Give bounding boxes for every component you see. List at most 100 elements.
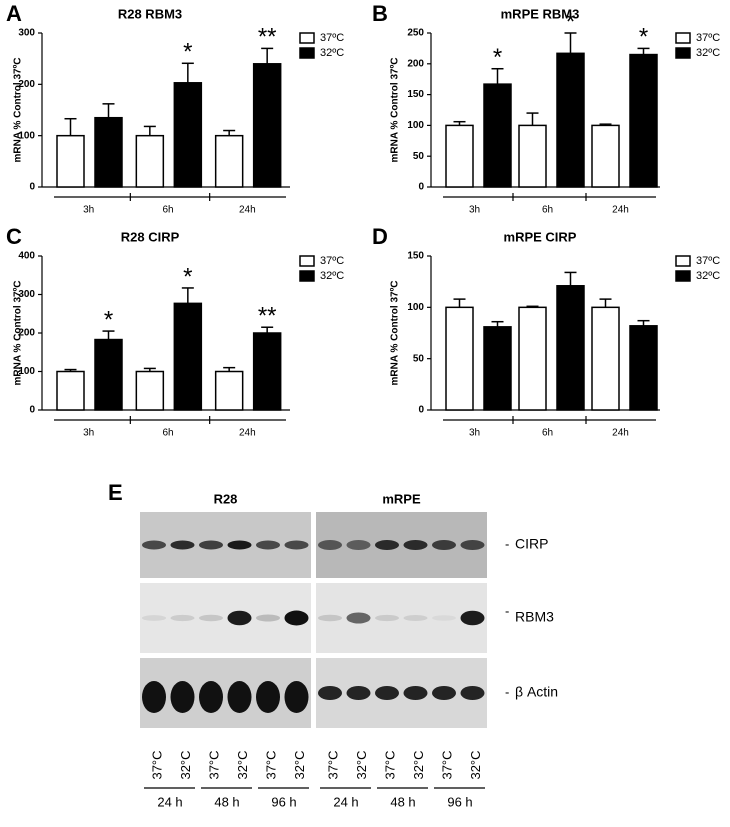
- chart-title: R28 RBM3: [118, 6, 182, 21]
- lane-label: 32°C: [178, 750, 193, 779]
- legend-swatch: [299, 270, 315, 282]
- blot-group-label: R28: [214, 491, 238, 506]
- y-axis-label: mRNA % Control 37ºC: [13, 281, 24, 386]
- y-tick-label: 0: [418, 182, 424, 193]
- time-label: 48 h: [214, 794, 239, 809]
- blot-band: [403, 686, 428, 700]
- bar: [173, 302, 203, 411]
- y-tick-label: 0: [418, 405, 424, 416]
- bar: [591, 124, 620, 188]
- y-tick-label: 300: [18, 28, 35, 39]
- x-tick-label: 24h: [612, 428, 629, 439]
- lane-label: 37°C: [206, 750, 221, 779]
- bar: [591, 306, 620, 411]
- bar: [135, 370, 165, 411]
- blot-band: [142, 540, 166, 550]
- blot-band: [346, 612, 371, 624]
- y-tick-label: 400: [18, 251, 35, 262]
- x-tick-label: 24h: [239, 205, 256, 216]
- blot-band: [227, 540, 252, 550]
- blot-strip: [140, 512, 311, 578]
- legend-label: 32ºC: [696, 47, 720, 59]
- blot-band: [346, 540, 371, 550]
- bar: [518, 306, 547, 411]
- legend-label: 37ºC: [696, 32, 720, 44]
- bar: [214, 370, 244, 411]
- legend-swatch: [675, 255, 691, 267]
- lane-label: 32°C: [292, 750, 307, 779]
- blot-band: [199, 681, 223, 713]
- bar: [556, 52, 585, 188]
- x-tick-label: 6h: [542, 428, 553, 439]
- y-tick-label: 100: [18, 366, 35, 377]
- blot-band: [284, 610, 309, 626]
- blot-strip: [316, 658, 487, 728]
- blot-group-label: mRPE: [382, 491, 421, 506]
- y-tick-label: 200: [407, 58, 424, 69]
- y-tick-label: 150: [407, 89, 424, 100]
- lane-label: 32°C: [354, 750, 369, 779]
- x-tick-label: 6h: [162, 428, 173, 439]
- x-tick-label: 3h: [469, 205, 480, 216]
- blot-row-dash: -: [505, 536, 509, 551]
- blot-strip: [316, 583, 487, 653]
- blot-band: [256, 681, 280, 713]
- bar: [135, 134, 165, 188]
- bar: [556, 285, 585, 411]
- significance-label: *: [183, 39, 192, 66]
- legend-swatch: [675, 32, 691, 44]
- time-label: 48 h: [390, 794, 415, 809]
- y-axis-label: mRNA % Control 37ºC: [390, 58, 401, 163]
- blot-band: [170, 614, 195, 622]
- x-tick-label: 3h: [83, 205, 94, 216]
- blot-band: [284, 681, 309, 713]
- blot-band: [318, 686, 342, 700]
- chart-title: mRPE RBM3: [501, 6, 580, 21]
- panel-letter: E: [108, 480, 123, 505]
- blot-band: [199, 614, 223, 622]
- lane-label: 37°C: [149, 750, 164, 779]
- blot-band: [256, 614, 280, 622]
- chart-title: R28 CIRP: [121, 229, 180, 244]
- blot-band: [346, 686, 371, 700]
- blot-band: [432, 615, 456, 621]
- legend-label: 32ºC: [320, 270, 344, 282]
- legend-label: 37ºC: [320, 32, 344, 44]
- bar: [445, 306, 474, 411]
- x-tick-label: 6h: [542, 205, 553, 216]
- bar: [483, 326, 512, 411]
- blot-band: [460, 610, 485, 626]
- blot-band: [318, 540, 342, 550]
- blot-band: [375, 614, 399, 622]
- x-tick-label: 6h: [162, 205, 173, 216]
- y-tick-label: 100: [407, 302, 424, 313]
- blot-band: [199, 540, 223, 550]
- legend-swatch: [299, 32, 315, 44]
- lane-label: 37°C: [325, 750, 340, 779]
- time-label: 96 h: [447, 794, 472, 809]
- bar: [56, 134, 85, 188]
- time-label: 24 h: [157, 794, 182, 809]
- blot-row-dash: -: [505, 684, 509, 699]
- blot-band: [432, 540, 456, 550]
- y-axis-label: mRNA % Control 37ºC: [390, 281, 401, 386]
- blot-band: [170, 540, 195, 550]
- blot-band: [375, 540, 399, 550]
- legend-swatch: [675, 47, 691, 59]
- significance-label: **: [258, 24, 277, 51]
- blot-band: [142, 615, 166, 621]
- significance-label: *: [493, 44, 502, 71]
- significance-label: *: [183, 263, 192, 290]
- lane-label: 37°C: [263, 750, 278, 779]
- bar: [629, 325, 658, 411]
- blot-band: [170, 681, 195, 713]
- y-axis-label: mRNA % Control 37ºC: [13, 58, 24, 163]
- bar: [518, 124, 547, 188]
- blot-row-label: RBM3: [515, 609, 554, 625]
- panel-letter: D: [372, 224, 388, 249]
- blot-band: [403, 615, 428, 621]
- y-tick-label: 300: [18, 289, 35, 300]
- blot-row-label: β Actin: [515, 684, 558, 700]
- blot-row-label: CIRP: [515, 536, 548, 552]
- significance-label: *: [566, 8, 575, 35]
